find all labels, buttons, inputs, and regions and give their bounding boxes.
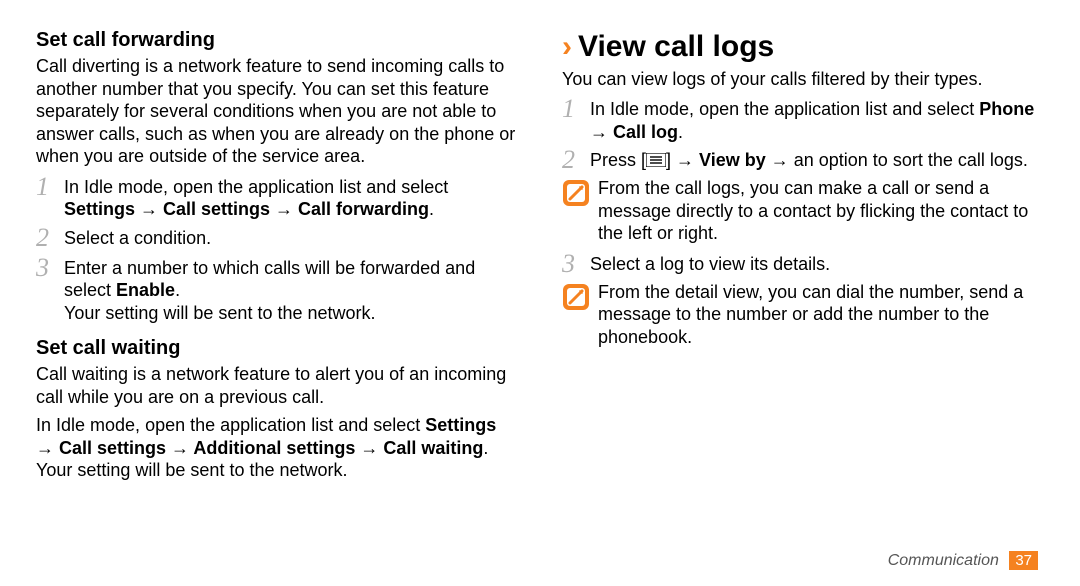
step-bold: Enable (116, 280, 175, 300)
heading-text: View call logs (578, 30, 774, 63)
para-view-logs-intro: You can view logs of your calls filtered… (562, 68, 1044, 91)
step-body: Select a condition. (64, 225, 518, 250)
step-number-icon: 2 (36, 225, 64, 251)
forwarding-step-1: 1 In Idle mode, open the application lis… (36, 174, 518, 221)
step-body: In Idle mode, open the application list … (590, 96, 1044, 143)
step-text2: ] → (666, 150, 699, 170)
step-bold-path: Settings → Call settings → Call forwardi… (64, 199, 429, 219)
step-text3: → an option to sort the call logs. (766, 150, 1028, 170)
waiting-followup: Your setting will be sent to the network… (36, 460, 348, 480)
heading-call-waiting: Set call waiting (36, 336, 518, 361)
note-icon (562, 179, 590, 207)
step-text: In Idle mode, open the application list … (64, 177, 448, 197)
right-column: ›View call logs You can view logs of you… (562, 28, 1044, 488)
note-body: From the detail view, you can dial the n… (598, 281, 1044, 349)
note-body: From the call logs, you can make a call … (598, 177, 1044, 245)
note-icon (562, 283, 590, 311)
para-call-forwarding: Call diverting is a network feature to s… (36, 55, 518, 168)
chevron-icon: › (562, 30, 572, 63)
step-number-icon: 2 (562, 147, 590, 173)
heading-view-call-logs: ›View call logs (562, 28, 1044, 66)
step-text: Press [ (590, 150, 646, 170)
logs-step-3: 3 Select a log to view its details. (562, 251, 1044, 277)
step-number-icon: 1 (36, 174, 64, 200)
page-columns: Set call forwarding Call diverting is a … (36, 28, 1044, 488)
step-text-end: . (678, 122, 683, 142)
step-text-end: . (429, 199, 434, 219)
step-number-icon: 1 (562, 96, 590, 122)
step-bold: View by (699, 150, 766, 170)
waiting-text: In Idle mode, open the application list … (36, 415, 425, 435)
step-number-icon: 3 (562, 251, 590, 277)
step-text-end: . (175, 280, 180, 300)
para-call-waiting-steps: In Idle mode, open the application list … (36, 414, 518, 482)
step-body: Press [ ] → View by → an option to sort t… (590, 147, 1044, 172)
heading-call-forwarding: Set call forwarding (36, 28, 518, 53)
logs-step-2: 2 Press [ ] → View by → an option to sort… (562, 147, 1044, 173)
footer-section: Communication (888, 552, 999, 569)
step-body: Select a log to view its details. (590, 251, 1044, 276)
step-text: In Idle mode, open the application list … (590, 99, 979, 119)
left-column: Set call forwarding Call diverting is a … (36, 28, 518, 488)
step-number-icon: 3 (36, 255, 64, 281)
forwarding-step-3: 3 Enter a number to which calls will be … (36, 255, 518, 325)
logs-step-1: 1 In Idle mode, open the application lis… (562, 96, 1044, 143)
note-1: From the call logs, you can make a call … (562, 177, 1044, 245)
step-body: Enter a number to which calls will be fo… (64, 255, 518, 325)
menu-key-icon (646, 153, 666, 167)
step-followup: Your setting will be sent to the network… (64, 302, 518, 325)
page-footer: Communication 37 (888, 551, 1038, 570)
para-call-waiting: Call waiting is a network feature to ale… (36, 363, 518, 408)
note-2: From the detail view, you can dial the n… (562, 281, 1044, 349)
footer-page-number: 37 (1009, 551, 1038, 570)
forwarding-step-2: 2 Select a condition. (36, 225, 518, 251)
waiting-text-end: . (483, 438, 488, 458)
step-body: In Idle mode, open the application list … (64, 174, 518, 221)
